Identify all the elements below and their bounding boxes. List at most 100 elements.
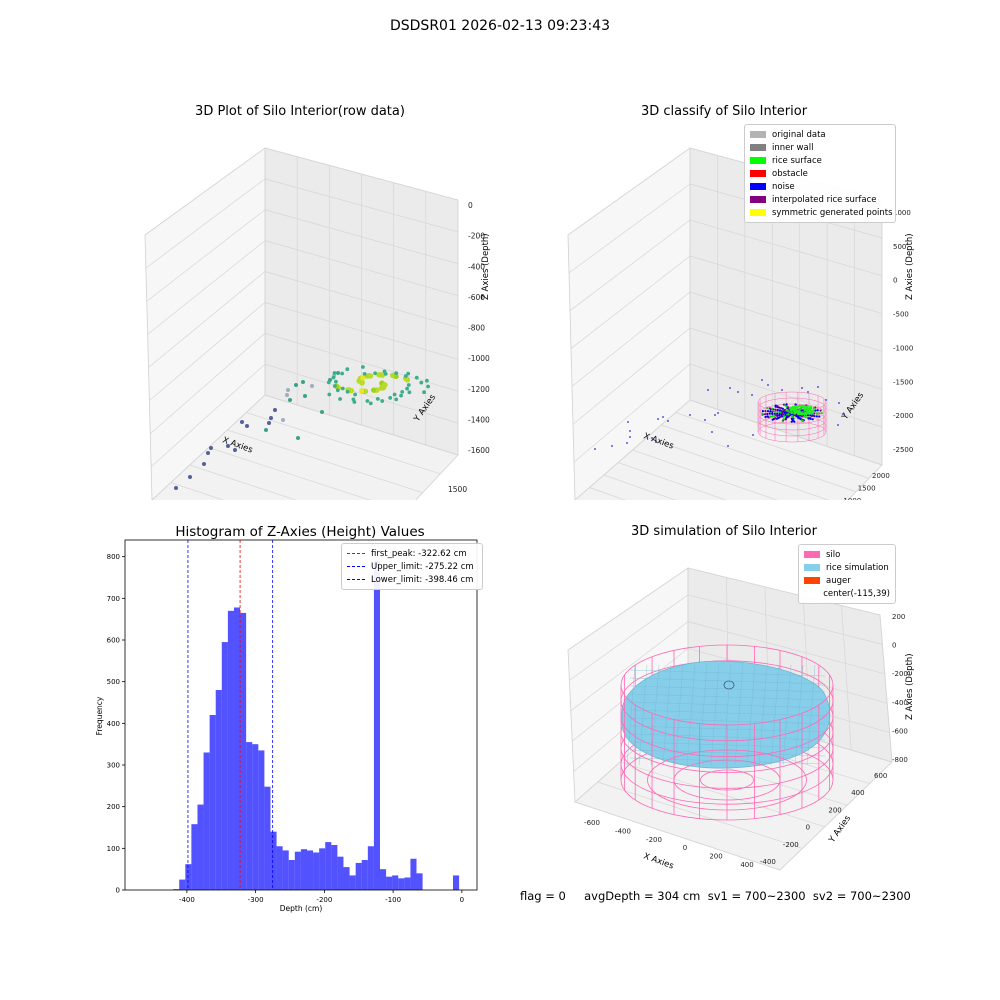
panel2-point (778, 414, 781, 417)
panel1-point (331, 375, 336, 380)
panel4-z-tick-label: -400 (892, 699, 908, 707)
panel2-point (627, 421, 629, 423)
panel2-point (629, 436, 631, 438)
panel1-point (371, 387, 377, 393)
rice-mesh-line (629, 709, 826, 717)
histogram-bar (453, 875, 460, 890)
panel2-gridline (574, 399, 691, 500)
rice-mesh-line (746, 664, 756, 766)
panel2-point (768, 407, 771, 410)
panel1-point (188, 475, 192, 479)
panel2-point (811, 409, 815, 412)
panel2-gridline (571, 291, 691, 387)
panel1-point (273, 408, 277, 412)
histogram-bar (416, 873, 423, 890)
rice-mesh-line (770, 664, 780, 766)
panel4-z-tick-label: -800 (892, 756, 908, 764)
panel2-point (798, 404, 801, 408)
panel2-point (773, 414, 776, 417)
legend-label: noise (772, 181, 795, 192)
rice-mesh-line (629, 749, 826, 757)
panel2-gridline (603, 474, 677, 500)
histogram-bar (252, 744, 259, 890)
legend-entry: inner wall (750, 141, 890, 154)
panel2-point (769, 415, 772, 418)
histogram-bar (306, 850, 314, 890)
legend-entry: rice surface (750, 154, 890, 167)
histogram-bar (264, 786, 271, 890)
panel1-point (394, 371, 399, 375)
panel2-point (651, 437, 653, 439)
panel2-point (768, 412, 771, 415)
panel4-x-tick-label: 400 (740, 861, 753, 869)
panel4-xlabel: X Axies (642, 851, 675, 871)
panel1-y-tick-label: 1500 (448, 485, 467, 494)
panel1-point (209, 446, 213, 450)
panel2-point (787, 406, 790, 409)
panel1-point (332, 384, 337, 388)
panel2-point (752, 434, 754, 436)
legend-swatch (750, 131, 766, 138)
panel1-gridline (170, 482, 225, 500)
legend-entry: obstacle (750, 167, 890, 180)
panel2-point (798, 412, 802, 416)
panel2-point (804, 416, 807, 419)
rice-mesh-line (710, 664, 720, 766)
y-tick-label: 700 (107, 595, 120, 603)
panel1-point (419, 380, 424, 385)
legend-swatch (804, 564, 820, 571)
panel2-point (816, 409, 819, 412)
panel2-point (766, 406, 769, 410)
panel2-point (837, 424, 839, 426)
legend-label: interpolated rice surface (772, 194, 877, 205)
panel2-point (790, 411, 793, 415)
panel1-z-tick-label: -1000 (468, 354, 490, 363)
panel1-point (361, 365, 365, 369)
panel2-point (813, 415, 816, 418)
panel3-histogram: -400 -300 -200 -100 0 0 100 200 300 400 500 600 700 8… (95, 539, 478, 913)
rice-mesh-line (662, 664, 672, 766)
legend-line (347, 566, 365, 567)
center-marker (723, 680, 735, 690)
panel2-gridline (567, 147, 691, 236)
silo-floor-ring (647, 749, 807, 811)
legend-swatch (750, 170, 766, 177)
legend-line (347, 553, 365, 554)
rice-mesh-line (626, 664, 636, 766)
panel2-point (802, 415, 805, 418)
panel1-point (281, 418, 285, 422)
legend-label: silo (826, 549, 841, 560)
panel1-point (414, 375, 419, 380)
panel2-point (767, 384, 769, 386)
panel2-point (766, 410, 770, 413)
panel1-point (375, 397, 380, 401)
panel2-point (764, 415, 767, 419)
histogram-bar (246, 742, 253, 890)
panel2-gridline (689, 291, 883, 352)
panel2-y-tick-label: 1000 (843, 497, 861, 500)
panel2-point (808, 412, 812, 415)
panel2-point (800, 419, 803, 422)
rice-mesh-line (638, 664, 648, 766)
panel1-gridline (151, 394, 266, 500)
legend-label: symmetric generated points (772, 207, 893, 218)
legend-label: original data (772, 129, 826, 140)
histogram-bar (398, 878, 405, 890)
panel1-gridline (148, 271, 266, 368)
rice-mesh-line (686, 664, 696, 766)
rice-mesh-line (629, 701, 826, 709)
panel1-z-tick-label: -1400 (468, 415, 490, 424)
panel2-point (774, 404, 777, 407)
histogram-bar (258, 750, 265, 890)
panel2-point (774, 410, 777, 413)
panel2-point (714, 414, 716, 416)
histogram-bar (367, 846, 374, 890)
panel1-point (406, 383, 411, 387)
panel2-point (727, 445, 729, 447)
panel1-z-tick-label: -1200 (468, 385, 490, 394)
panel2-point (781, 389, 783, 391)
panel4-gridline (687, 567, 881, 616)
panel2-point (801, 412, 804, 416)
panel1-point (405, 386, 409, 391)
y-tick-label: 600 (107, 637, 120, 645)
